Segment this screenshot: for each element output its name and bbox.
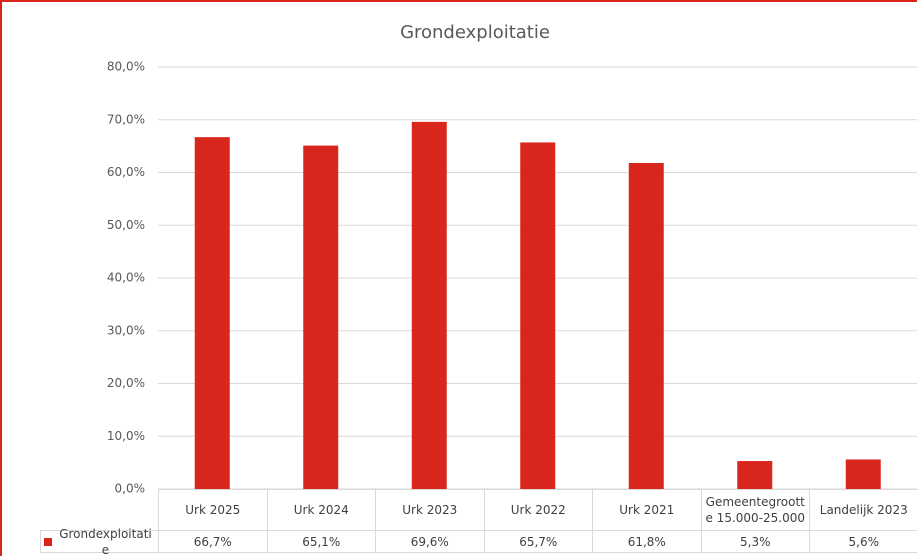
legend-cell: Grondexploitatie (40, 527, 159, 556)
category-cell: Urk 2021 (592, 489, 702, 531)
category-cell: Gemeentegrootte 15.000-25.000 (700, 489, 810, 531)
y-tick-label: 40,0% (107, 271, 145, 285)
value-cell: 65,7% (483, 530, 593, 553)
category-cell: Urk 2022 (483, 489, 593, 531)
value-cell: 61,8% (592, 530, 702, 553)
bar (628, 163, 664, 489)
bar (411, 121, 447, 490)
value-cell: 66,7% (158, 530, 268, 553)
category-cell: Urk 2023 (375, 489, 485, 531)
value-cell: 5,3% (700, 530, 810, 553)
y-tick-label: 70,0% (107, 112, 145, 126)
value-cell: 65,1% (266, 530, 376, 553)
category-cell: Landelijk 2023 (809, 489, 917, 531)
bar (194, 137, 230, 489)
bar (303, 145, 339, 489)
category-cell: Urk 2024 (266, 489, 376, 531)
y-tick-label: 0,0% (115, 482, 146, 496)
legend-swatch (44, 537, 52, 546)
bar (737, 461, 773, 489)
bar (520, 142, 556, 489)
value-cell: 5,6% (809, 530, 917, 553)
chart-title: Grondexploitatie (400, 22, 550, 43)
y-tick-label: 50,0% (107, 218, 145, 232)
value-cell: 69,6% (375, 530, 485, 553)
category-cell: Urk 2025 (158, 489, 268, 531)
y-tick-label: 80,0% (107, 60, 145, 74)
bar (845, 459, 881, 489)
y-tick-label: 30,0% (107, 323, 145, 337)
y-tick-label: 20,0% (107, 376, 145, 390)
legend-label: Grondexploitatie (59, 526, 152, 556)
y-tick-label: 60,0% (107, 165, 145, 179)
y-tick-label: 10,0% (107, 429, 145, 443)
